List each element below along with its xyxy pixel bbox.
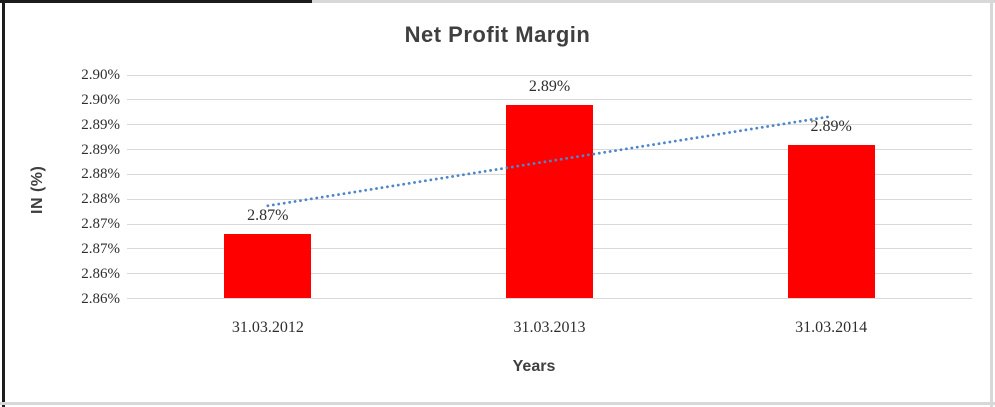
y-axis-tick-label: 2.87%	[81, 216, 120, 232]
frame-border-left-dark	[2, 0, 5, 407]
chart-title: Net Profit Margin	[404, 22, 591, 47]
y-axis-tick-label: 2.86%	[81, 265, 120, 282]
y-axis-tick-label: 2.86%	[81, 290, 120, 307]
y-axis-tick-label: 2.88%	[81, 166, 120, 183]
gridline	[127, 74, 972, 76]
x-axis-tick-label: 31.03.2013	[513, 319, 586, 336]
frame-border-top-dark	[0, 0, 312, 3]
data-label: 2.89%	[528, 77, 571, 95]
y-axis-title: IN (%)	[29, 165, 46, 215]
bar	[787, 144, 875, 299]
y-axis-tick-label: 2.90%	[81, 67, 120, 83]
gridline	[127, 298, 972, 299]
x-axis-tick-label: 31.03.2012	[231, 319, 304, 336]
data-label: 2.89%	[810, 117, 852, 135]
y-axis-tick-label: 2.87%	[81, 240, 120, 257]
y-axis-tick-label: 2.89%	[81, 116, 120, 133]
frame-border-top-light	[312, 0, 995, 3]
bar	[506, 104, 593, 299]
bar	[224, 233, 312, 299]
x-axis-title: Years	[512, 358, 556, 375]
x-axis-tick-label: 31.03.2014	[795, 319, 868, 336]
y-axis-tick-label: 2.88%	[81, 191, 120, 208]
gridline	[127, 99, 972, 101]
frame-border-right-light	[990, 0, 993, 407]
frame-border-bottom-light	[0, 402, 995, 405]
data-label: 2.87%	[247, 206, 289, 224]
y-axis-tick-label: 2.89%	[81, 141, 120, 158]
y-axis-tick-label: 2.90%	[81, 91, 120, 108]
